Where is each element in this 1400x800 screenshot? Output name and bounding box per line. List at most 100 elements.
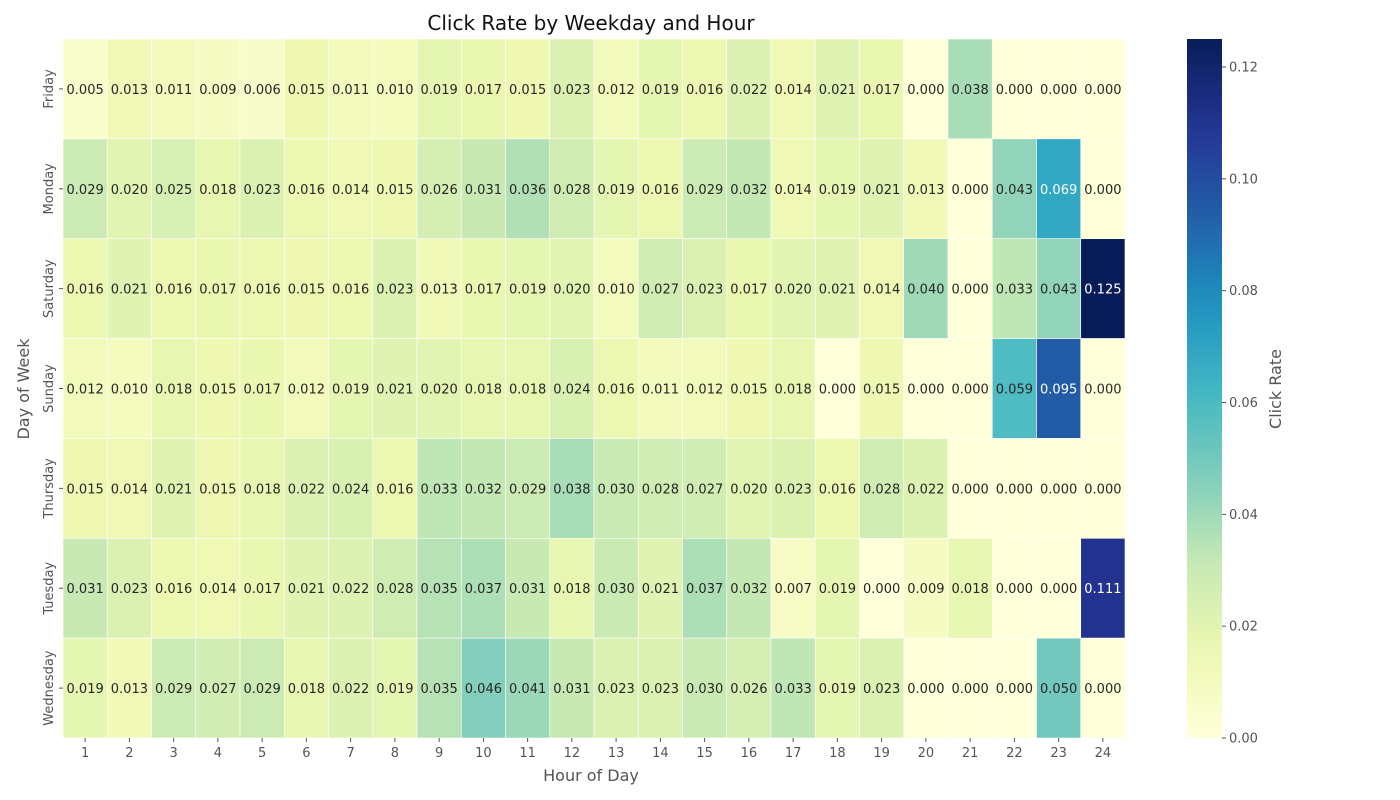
heatmap-cell bbox=[726, 138, 772, 240]
cell-value-label: 0.023 bbox=[244, 183, 281, 198]
cell-value-label: 0.013 bbox=[421, 283, 458, 298]
heatmap-cell bbox=[1080, 537, 1126, 639]
cell-value-label: 0.000 bbox=[996, 482, 1033, 497]
cell-value-label: 0.014 bbox=[111, 482, 148, 497]
heatmap-cell bbox=[62, 138, 108, 240]
cell-value-label: 0.022 bbox=[332, 582, 369, 597]
cell-value-label: 0.024 bbox=[553, 383, 590, 398]
x-tick-label: 1 bbox=[81, 746, 89, 761]
heatmap-cell bbox=[151, 138, 197, 240]
heatmap-cell bbox=[460, 637, 506, 739]
cell-value-label: 0.014 bbox=[775, 83, 812, 98]
heatmap-cell bbox=[859, 438, 905, 539]
cell-value-label: 0.031 bbox=[553, 682, 590, 697]
x-tick-label: 21 bbox=[962, 746, 979, 761]
cell-value-label: 0.032 bbox=[730, 183, 767, 198]
y-axis-ticks: Friday Monday Saturday Sunday Thursday Tuesda… bbox=[42, 69, 63, 726]
cell-value-label: 0.011 bbox=[155, 83, 192, 98]
cell-value-label: 0.046 bbox=[465, 682, 502, 697]
heatmap-cell bbox=[726, 438, 772, 539]
x-tick-label: 7 bbox=[346, 746, 354, 761]
cell-value-label: 0.013 bbox=[907, 183, 944, 198]
cell-value-label: 0.007 bbox=[775, 582, 812, 597]
heatmap-cell bbox=[682, 537, 728, 639]
cell-value-label: 0.015 bbox=[376, 183, 413, 198]
colorbar-tick-label: 0.02 bbox=[1229, 620, 1258, 635]
heatmap-cell bbox=[416, 537, 462, 639]
heatmap-cell bbox=[1036, 338, 1082, 439]
cell-value-label: 0.018 bbox=[244, 482, 281, 497]
cell-value-label: 0.023 bbox=[376, 283, 413, 298]
heatmap-cell bbox=[1080, 438, 1126, 539]
x-tick-label: 22 bbox=[1006, 746, 1023, 761]
cell-value-label: 0.017 bbox=[465, 283, 502, 298]
x-tick-label: 9 bbox=[435, 746, 443, 761]
cell-value-label: 0.015 bbox=[199, 482, 236, 497]
heatmap-cell bbox=[62, 438, 108, 539]
x-tick-label: 19 bbox=[873, 746, 890, 761]
heatmap-cell bbox=[859, 238, 905, 339]
x-tick-label: 14 bbox=[652, 746, 669, 761]
x-tick-label: 12 bbox=[564, 746, 581, 761]
cell-value-label: 0.018 bbox=[199, 183, 236, 198]
y-axis-label: Day of Week bbox=[14, 338, 33, 440]
heatmap-cell bbox=[947, 138, 993, 240]
cell-value-label: 0.033 bbox=[996, 283, 1033, 298]
heatmap-cell bbox=[505, 637, 551, 739]
cell-value-label: 0.024 bbox=[332, 482, 369, 497]
colorbar-tick-label: 0.04 bbox=[1229, 508, 1258, 523]
x-tick-label: 23 bbox=[1050, 746, 1067, 761]
y-tick-label: Thursday bbox=[42, 458, 57, 520]
heatmap-cell bbox=[991, 338, 1037, 439]
cell-value-label: 0.027 bbox=[199, 682, 236, 697]
cell-value-label: 0.041 bbox=[509, 682, 546, 697]
heatmap-cell bbox=[637, 238, 683, 339]
cell-value-label: 0.016 bbox=[332, 283, 369, 298]
x-tick-label: 16 bbox=[741, 746, 758, 761]
cell-value-label: 0.012 bbox=[67, 383, 104, 398]
cell-value-label: 0.016 bbox=[598, 383, 635, 398]
cell-value-label: 0.021 bbox=[111, 283, 148, 298]
cell-value-label: 0.000 bbox=[863, 582, 900, 597]
cell-value-label: 0.026 bbox=[730, 682, 767, 697]
cell-value-label: 0.021 bbox=[376, 383, 413, 398]
cell-value-label: 0.023 bbox=[111, 582, 148, 597]
heatmap-cell bbox=[814, 537, 860, 639]
heatmap-cell bbox=[239, 138, 285, 240]
cell-value-label: 0.000 bbox=[1084, 383, 1121, 398]
cell-value-label: 0.014 bbox=[775, 183, 812, 198]
x-tick-label: 18 bbox=[829, 746, 846, 761]
heatmap-cell bbox=[372, 537, 418, 639]
x-tick-label: 17 bbox=[785, 746, 802, 761]
x-tick-label: 6 bbox=[302, 746, 310, 761]
cell-value-label: 0.020 bbox=[730, 482, 767, 497]
cell-value-label: 0.030 bbox=[598, 482, 635, 497]
heatmap-cell bbox=[239, 38, 285, 140]
cell-value-label: 0.027 bbox=[642, 283, 679, 298]
heatmap-cell bbox=[151, 537, 197, 639]
cell-value-label: 0.000 bbox=[1084, 482, 1121, 497]
x-tick-label: 3 bbox=[169, 746, 177, 761]
heatmap-cell bbox=[549, 438, 595, 539]
cell-value-label: 0.018 bbox=[775, 383, 812, 398]
y-tick-label: Sunday bbox=[42, 364, 57, 413]
cell-value-label: 0.019 bbox=[642, 83, 679, 98]
colorbar: 0.00 0.02 0.04 0.06 0.08 0.10 0.12 Click Rate bbox=[1187, 39, 1285, 747]
cell-value-label: 0.017 bbox=[465, 83, 502, 98]
cell-value-label: 0.026 bbox=[421, 183, 458, 198]
heatmap-cell bbox=[195, 138, 241, 240]
heatmap-cell bbox=[770, 38, 816, 140]
heatmap-cell bbox=[1080, 138, 1126, 240]
heatmap-cell bbox=[682, 38, 728, 140]
cell-value-label: 0.023 bbox=[598, 682, 635, 697]
heatmap-cell bbox=[1080, 38, 1126, 140]
heatmap-cell bbox=[682, 338, 728, 439]
cell-value-label: 0.018 bbox=[952, 582, 989, 597]
cell-value-label: 0.012 bbox=[686, 383, 723, 398]
x-tick-label: 20 bbox=[918, 746, 935, 761]
cell-value-label: 0.022 bbox=[288, 482, 325, 497]
heatmap-cell bbox=[947, 637, 993, 739]
heatmap-cell bbox=[726, 637, 772, 739]
heatmap-cell bbox=[195, 338, 241, 439]
cell-value-label: 0.017 bbox=[199, 283, 236, 298]
